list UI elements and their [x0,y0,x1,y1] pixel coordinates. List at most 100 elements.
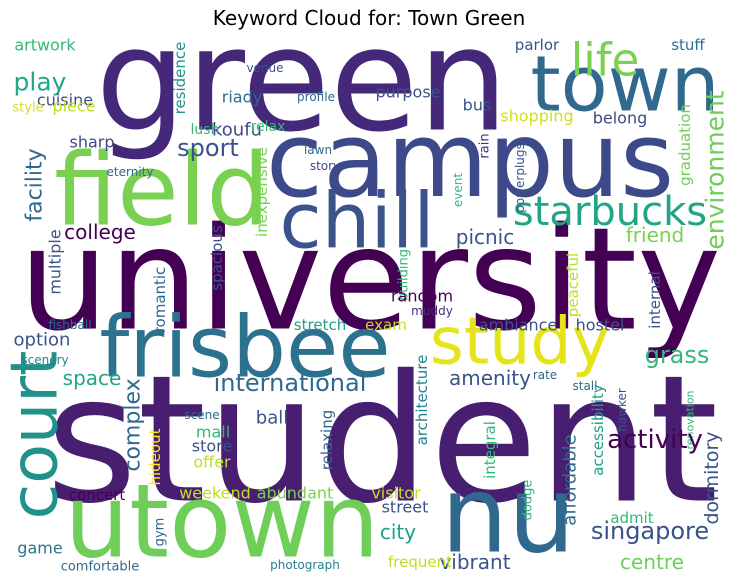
keyword: weekend [179,484,251,503]
keyword: study [430,305,610,380]
keyword: affordable [560,434,581,526]
keyword: mall [196,423,230,442]
keyword: university [19,198,721,363]
keyword: game [17,539,62,558]
keyword: gym [153,518,168,547]
keyword: muddy [411,304,453,318]
keyword: sport [177,134,239,162]
keyword: inexpensive [253,147,271,237]
keyword: powerplugs [513,143,527,213]
keyword: hawker [615,388,629,432]
keyword: building [397,249,412,301]
keyword: chill [279,178,434,267]
keyword: bus [463,96,492,115]
keyword: dodge [521,480,536,521]
keyword: random [391,287,453,306]
keyword: residence [171,42,189,115]
keyword: frisbee [99,299,390,398]
keyword: hostel [576,316,625,335]
keyword: space [63,366,122,390]
keyword: amenity [449,366,531,390]
keyword: sharp [69,133,114,152]
keyword: ambiance [479,316,558,335]
keyword: accessibility [589,384,607,476]
keyword: store [192,437,232,456]
keyword: street [382,498,429,517]
keyword: style [12,101,43,116]
keyword: cuisine [37,91,93,110]
keyword: multiple [46,229,65,294]
keyword: singapore [591,517,709,545]
keyword: abundant [257,484,334,503]
keyword: centre [620,550,684,574]
keyword: artwork [14,36,76,55]
keyword: scenery [21,353,68,367]
keyword: event [451,173,465,207]
keyword: integral [481,421,499,479]
keyword: comfortable [61,560,140,575]
keyword: field [54,132,270,249]
keyword: offer [193,453,231,472]
keyword: relaxing [318,410,336,471]
keyword: activity [607,425,703,455]
chart-title: Keyword Cloud for: Town Green [213,6,526,30]
keyword: facility [23,148,48,221]
keyword: picnic [456,225,514,249]
keyword: ball [256,408,288,429]
keyword: story [310,159,340,173]
keyword: friend [626,223,685,247]
keyword: purpose [376,83,441,102]
keyword: rate [533,368,557,382]
keyword: starbucks [513,189,707,235]
keyword: profile [297,90,335,104]
keyword: admit [610,509,653,527]
keyword: stretch [294,316,346,334]
keyword: environment [701,90,730,249]
keyword: eternity [107,165,154,179]
keyword: hideout [146,428,164,485]
keyword: utown [64,463,379,582]
keyword: complex [121,378,146,471]
keyword: visitor [371,484,421,503]
keyword: peaceful [564,253,582,317]
keyword: romantic [151,267,169,334]
keyword: court [0,351,73,520]
keyword: piece [52,97,95,116]
keyword: riady [222,88,262,107]
keyword: student [46,338,719,543]
keyword: shopping [500,107,573,126]
keyword: graduation [676,104,694,186]
keyword: city [380,520,416,544]
keyword: dormitory [701,431,723,524]
keyword: grass [645,341,710,369]
keyword: stuff [671,36,705,54]
keyword: play [14,68,67,97]
keyword: concert [69,486,126,504]
keyword: photograph [270,558,340,572]
keyword: exam [365,316,407,334]
cloud-area [15,33,725,578]
keyword: lush [191,122,220,138]
keyword: spacious [208,225,226,291]
keyword: campus [266,99,674,221]
keyword: frequent [388,553,452,571]
keyword: relax [251,119,286,135]
keyword: international [214,369,367,397]
keyword: option [14,330,71,351]
keyword: fishball [48,318,91,332]
keyword: vibrant [439,550,510,574]
keyword: parlor [515,36,560,54]
keyword: renovation [684,390,697,449]
keyword: architecture [413,355,431,446]
keyword: venue [246,61,283,75]
keyword: lawn [304,143,332,157]
keyword: nu [441,454,575,577]
keyword: internal [646,271,664,329]
keyword: college [64,220,136,244]
keyword: scene [184,408,219,422]
keyword: green [95,0,508,164]
keyword: koufu [212,120,262,141]
keyword: belong [593,109,648,128]
keyword: stall [573,379,598,393]
